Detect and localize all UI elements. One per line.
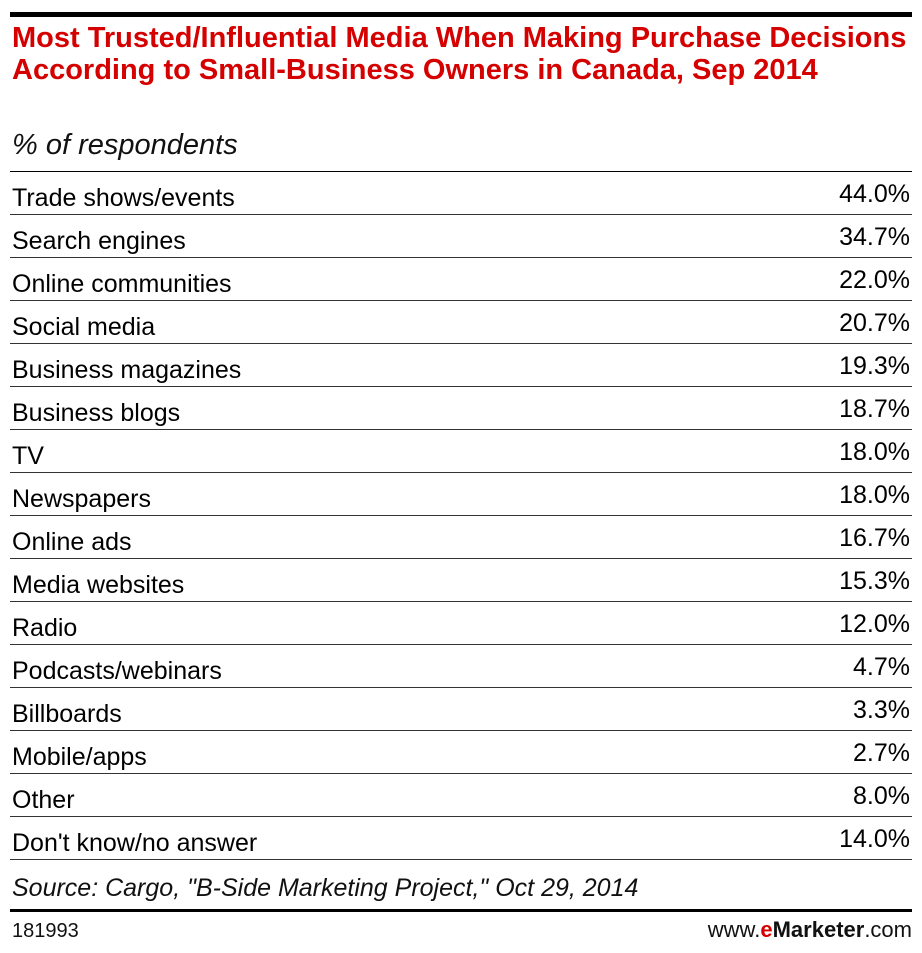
- row-value: 4.7%: [853, 653, 910, 681]
- table-row: TV 18.0%: [10, 430, 912, 473]
- row-value: 3.3%: [853, 696, 910, 724]
- row-value: 44.0%: [839, 180, 910, 208]
- chart-title: Most Trusted/Influential Media When Maki…: [12, 22, 907, 86]
- table-row: Radio 12.0%: [10, 602, 912, 645]
- row-label: Other: [12, 786, 75, 814]
- row-label: Radio: [12, 614, 78, 642]
- row-label: Online communities: [12, 270, 232, 298]
- row-label: Business blogs: [12, 399, 181, 427]
- row-value: 16.7%: [839, 524, 910, 552]
- table-row: Online ads 16.7%: [10, 516, 912, 559]
- row-label: TV: [12, 442, 44, 470]
- row-value: 20.7%: [839, 309, 910, 337]
- row-value: 18.0%: [839, 481, 910, 509]
- row-value: 8.0%: [853, 782, 910, 810]
- row-value: 18.0%: [839, 438, 910, 466]
- row-label: Online ads: [12, 528, 132, 556]
- row-label: Don't know/no answer: [12, 829, 258, 857]
- row-label: Trade shows/events: [12, 184, 235, 212]
- table-row: Trade shows/events 44.0%: [10, 172, 912, 215]
- table-row: Newspapers 18.0%: [10, 473, 912, 516]
- brand-suffix: .com: [864, 917, 912, 942]
- row-value: 12.0%: [839, 610, 910, 638]
- table-row: Podcasts/webinars 4.7%: [10, 645, 912, 688]
- table-row: Search engines 34.7%: [10, 215, 912, 258]
- table-row: Online communities 22.0%: [10, 258, 912, 301]
- bottom-rule: [10, 909, 912, 912]
- row-label: Media websites: [12, 571, 185, 599]
- row-value: 15.3%: [839, 567, 910, 595]
- table-row: Business magazines 19.3%: [10, 344, 912, 387]
- row-label: Social media: [12, 313, 156, 341]
- chart-id: 181993: [12, 920, 79, 942]
- top-rule: [10, 12, 912, 17]
- data-table: Trade shows/events 44.0% Search engines 34.…: [10, 171, 912, 860]
- row-label: Podcasts/webinars: [12, 657, 222, 685]
- row-label: Business magazines: [12, 356, 242, 384]
- source-note: Source: Cargo, "B-Side Marketing Project…: [12, 874, 639, 902]
- row-label: Billboards: [12, 700, 122, 728]
- brand-prefix: www.: [707, 917, 761, 942]
- row-value: 19.3%: [839, 352, 910, 380]
- table-row: Other 8.0%: [10, 774, 912, 817]
- brand-marketer: Marketer: [772, 917, 865, 942]
- row-value: 18.7%: [839, 395, 910, 423]
- table-row: Media websites 15.3%: [10, 559, 912, 602]
- row-label: Mobile/apps: [12, 743, 147, 771]
- chart-subtitle: % of respondents: [12, 129, 238, 161]
- brand-e: e: [760, 917, 773, 942]
- row-value: 34.7%: [839, 223, 910, 251]
- row-value: 22.0%: [839, 266, 910, 294]
- table-row: Mobile/apps 2.7%: [10, 731, 912, 774]
- row-value: 2.7%: [853, 739, 910, 767]
- brand-link[interactable]: www.eMarketer.com: [708, 916, 912, 944]
- row-value: 14.0%: [839, 825, 910, 853]
- table-row: Business blogs 18.7%: [10, 387, 912, 430]
- row-label: Newspapers: [12, 485, 151, 513]
- table-row: Billboards 3.3%: [10, 688, 912, 731]
- table-row: Don't know/no answer 14.0%: [10, 817, 912, 860]
- row-label: Search engines: [12, 227, 186, 255]
- table-row: Social media 20.7%: [10, 301, 912, 344]
